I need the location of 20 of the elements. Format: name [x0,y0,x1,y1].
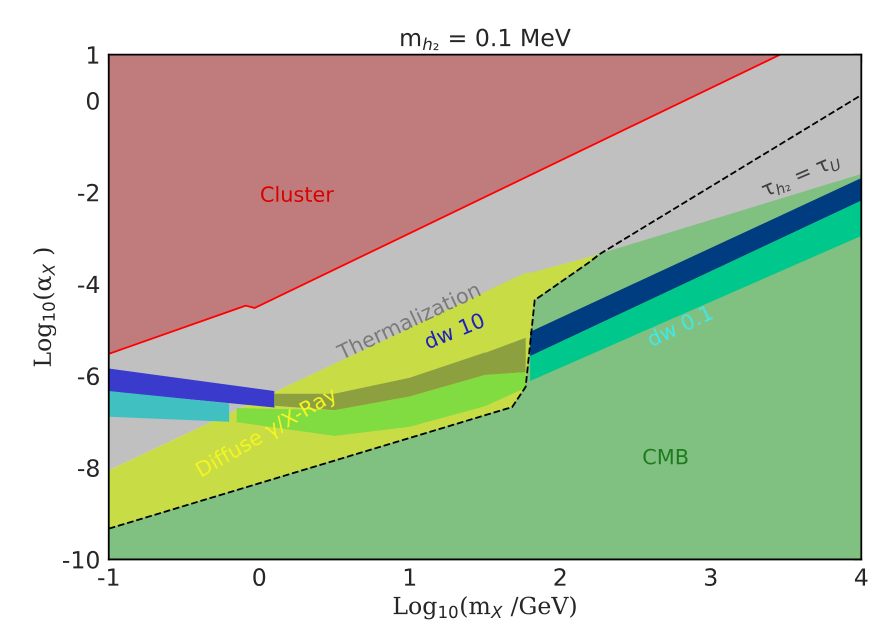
annotation: τ$_{h₂}$ = τ$_{U}$ [762,154,842,200]
annotation: dw 0.1 [646,304,714,348]
y-tick-label: 1 [88,46,98,64]
y-tick-label: -6 [78,367,99,386]
x-axis-title: Log$_{10}$(m$_{X}$ /GeV) [394,596,576,620]
y-tick-label: -8 [78,459,99,477]
y-tick-label: -2 [78,184,98,202]
y-axis-title: Log$_{10}$(α$_{X}$ ) [32,248,56,366]
x-tick-label: 4 [854,568,868,586]
annotation: CMB [643,448,688,465]
annotation: Cluster [261,186,334,202]
x-tick-label: 0 [253,568,266,586]
x-tick-label: 2 [554,568,566,586]
y-tick-label: -10 [63,550,99,569]
x-tick-label: -1 [98,568,118,586]
y-tick-label: -4 [78,276,100,294]
x-tick-label: 1 [404,568,416,586]
y-tick-label: 0 [86,92,99,110]
x-tick-label: 3 [705,568,716,586]
chart-title: m$_{h₂}$ = 0.1 MeV [401,28,571,50]
